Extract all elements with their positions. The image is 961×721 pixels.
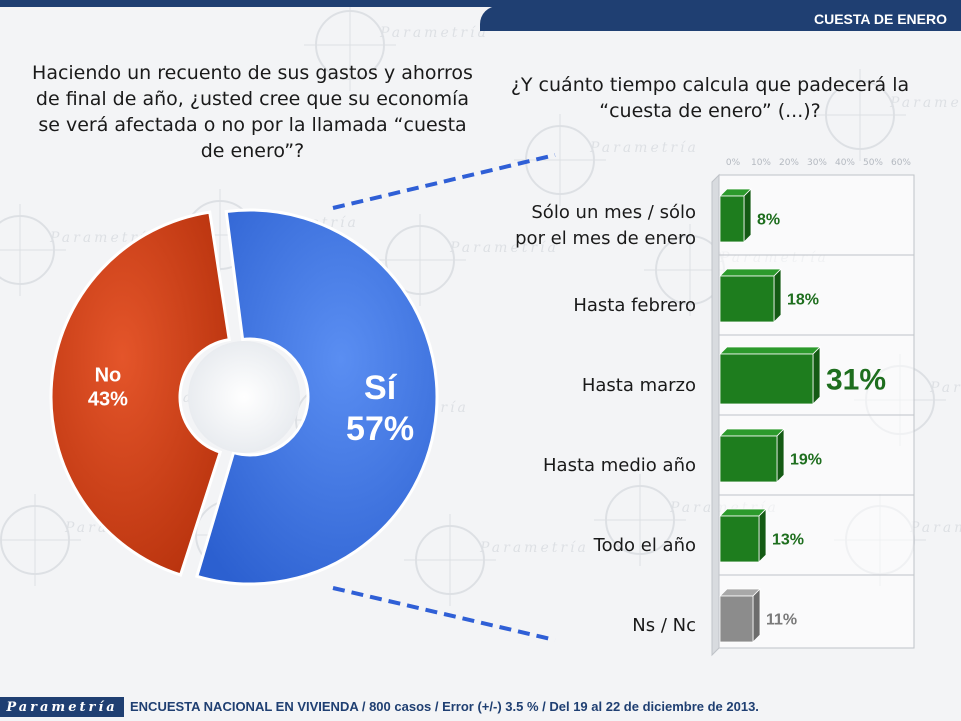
watermark-mark: Parametría [814, 69, 961, 161]
svg-text:Parametría: Parametría [379, 25, 489, 41]
donut-label-category: No [95, 365, 122, 387]
donut-label-value: 43% [88, 389, 128, 411]
bar-value-label: 11% [766, 612, 797, 629]
bar-value-label: 13% [772, 532, 804, 549]
bar-chart: 0% 10% 20% 30% 40% 50% 60% 8% Sólo un mes / sólo… [515, 158, 915, 657]
donut-label-category: Sí [364, 369, 398, 407]
bar-category-label: Hasta medio año [543, 455, 696, 476]
donut-label-value: 57% [346, 410, 414, 448]
bar-axis-tick-label: 10% [751, 158, 771, 168]
donut-hole [188, 341, 300, 453]
connector-line-top [332, 153, 556, 210]
footer-note: ENCUESTA NACIONAL EN VIVIENDA / 800 caso… [130, 699, 759, 714]
svg-text:Parametría: Parametría [479, 540, 589, 556]
bar-value-label: 8% [757, 212, 780, 229]
bar-axis-tick-label: 0% [726, 158, 741, 168]
svg-text:Parametría: Parametría [589, 140, 699, 156]
bar-axis-tick-label: 50% [863, 158, 883, 168]
connector-line-bottom [332, 586, 556, 642]
bar-axis-tick-label: 30% [807, 158, 827, 168]
bar-plot-panel [718, 174, 915, 649]
svg-text:Parametría: Parametría [49, 230, 159, 246]
bar-category-label: Ns / Nc [632, 615, 696, 636]
section-title: CUESTA DE ENERO [480, 6, 961, 31]
bar-axis-tick-label: 20% [779, 158, 799, 168]
connector-lines [332, 153, 556, 642]
bar-category-label: Hasta febrero [573, 295, 696, 316]
svg-text:Parametría: Parametría [449, 240, 559, 256]
bar-category-label: por el mes de enero [515, 228, 696, 249]
watermark-mark: Parametría [404, 514, 589, 606]
top-bar [0, 0, 961, 7]
svg-text:Parametría: Parametría [889, 95, 961, 111]
bar-value-label: 19% [790, 452, 822, 469]
watermark-mark: Parametría [374, 214, 559, 306]
watermark-mark: Parametría [304, 0, 489, 91]
bar-3 [719, 346, 821, 405]
question-left: Haciendo un recuento de sus gastos y aho… [32, 62, 473, 162]
bar-category-label: Hasta marzo [582, 375, 696, 396]
bar-1 [719, 188, 752, 243]
bar-category-label: Sólo un mes / sólo [531, 202, 696, 223]
bar-value-label: 18% [787, 292, 819, 309]
bar-2 [719, 268, 782, 323]
bar-6 [719, 588, 761, 643]
bar-axis-tick-label: 60% [891, 158, 911, 168]
donut-slice-no [49, 210, 231, 577]
footer-logo: Parametría [0, 697, 124, 717]
svg-text:Parametría: Parametría [929, 380, 961, 396]
bar-4 [719, 428, 785, 483]
bar-value-label: 31% [826, 364, 886, 397]
watermark-mark: Parametría [0, 204, 159, 296]
question-right: ¿Y cuánto tiempo calcula que padecerá la… [510, 74, 910, 122]
donut-slice-s [194, 208, 439, 586]
bar-plot-wall [711, 173, 720, 657]
bar-5 [719, 508, 767, 563]
bar-axis-tick-label: 40% [835, 158, 855, 168]
svg-text:Parametría: Parametría [909, 520, 961, 536]
bar-category-label: Todo el año [593, 535, 696, 556]
